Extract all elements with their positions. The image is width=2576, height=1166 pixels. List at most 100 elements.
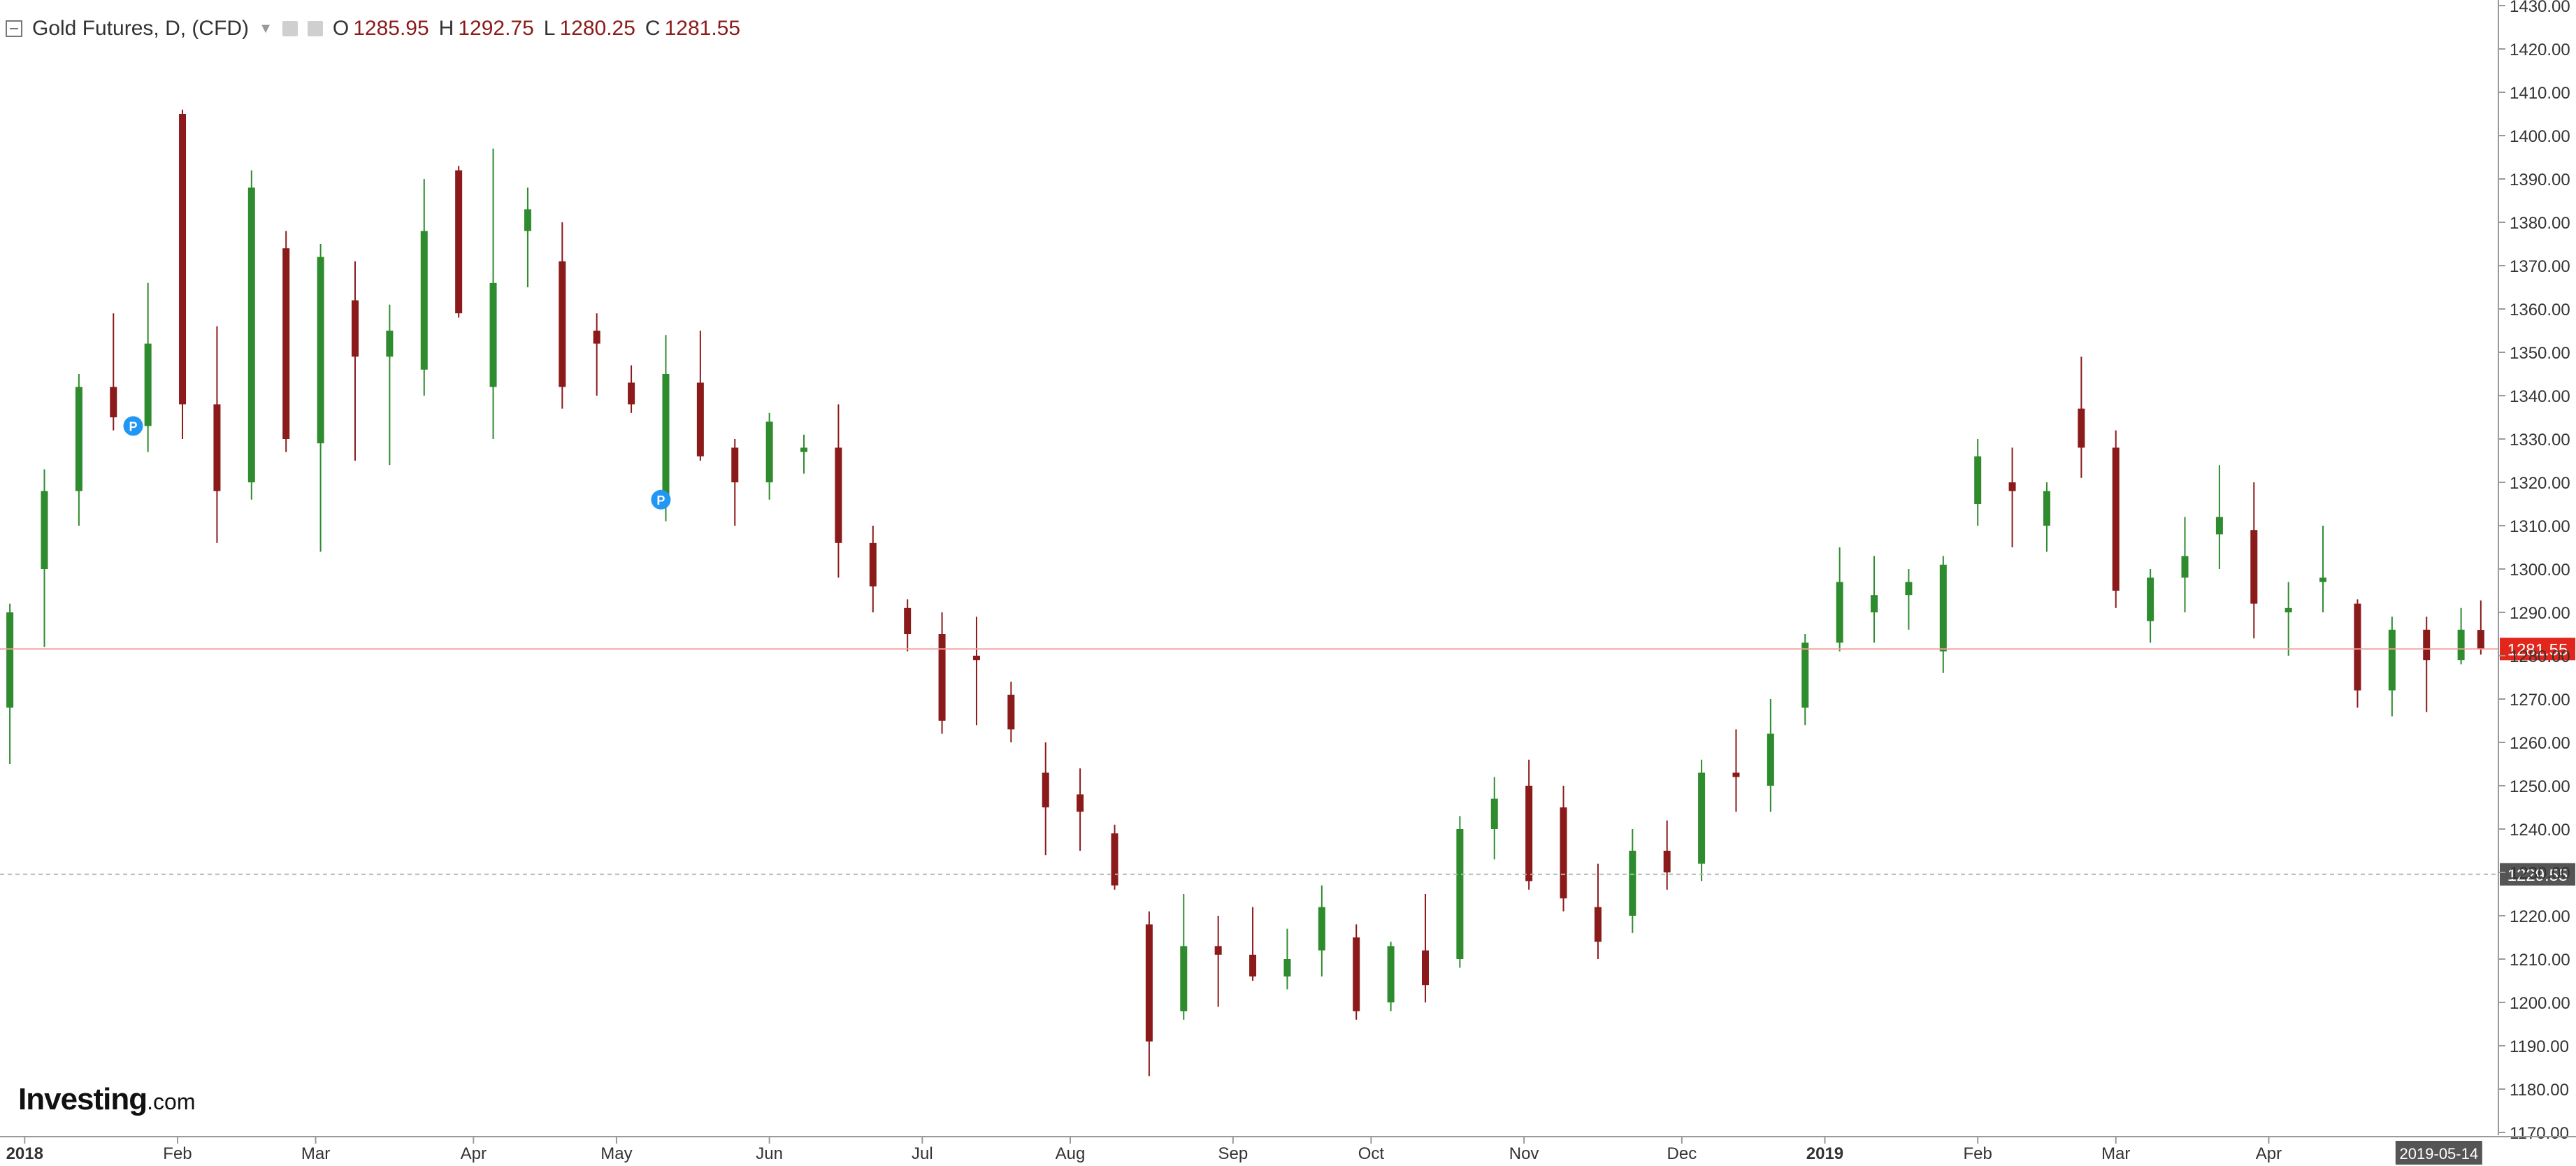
candle-body: [1905, 582, 1913, 596]
y-tick-label: 1330.00: [2510, 431, 2570, 449]
y-tick-label: 1250.00: [2510, 777, 2570, 796]
candle-body: [2319, 577, 2327, 582]
candle-body: [1939, 564, 1947, 652]
candle-body: [1560, 807, 1567, 899]
candle-body: [489, 282, 497, 387]
candle-body: [628, 382, 635, 405]
candle-body: [938, 634, 946, 721]
candle-body: [2423, 629, 2431, 661]
candle-body: [2354, 603, 2361, 691]
candle-body: [1283, 959, 1291, 977]
y-tick-label: 1390.00: [2510, 171, 2570, 189]
candle-body: [1007, 694, 1015, 730]
y-tick-label: 1400.00: [2510, 127, 2570, 146]
time-axis[interactable]: 2018 Feb Mar Apr May Jun Jul Aug Sep Oct Nov Dec 201…: [0, 1136, 2576, 1165]
pivot-marker-icon: [123, 416, 143, 436]
candle-body: [1766, 733, 1774, 786]
pivot-marker-label: P: [129, 419, 137, 433]
candle-body: [1698, 772, 1706, 864]
y-tick-label: 1300.00: [2510, 561, 2570, 580]
last-price-label: 1281.55: [2507, 640, 2568, 659]
candle-body: [869, 542, 877, 586]
investing-logo: Investing.com: [18, 1082, 196, 1116]
candle-body: [1180, 946, 1188, 1012]
x-tick-label: Feb: [163, 1144, 192, 1163]
y-tick-label: 1170.00: [2510, 1124, 2569, 1143]
candle-body: [2250, 530, 2258, 604]
candle-body: [75, 387, 82, 491]
pivot-markers: PP: [123, 416, 671, 510]
candle-body: [386, 331, 394, 357]
x-tick-label: 2018: [6, 1144, 43, 1163]
ohlc-close: C 1281.55: [645, 17, 741, 40]
candle-body: [696, 382, 704, 456]
candle-body: [2147, 577, 2154, 621]
x-tick-label: Sep: [1218, 1144, 1248, 1163]
candle-body: [1077, 794, 1084, 812]
reference-price-badge: [2500, 863, 2575, 886]
y-tick-label: 1430.00: [2510, 0, 2570, 16]
candle-body: [1145, 924, 1153, 1042]
candle-body: [2457, 629, 2465, 661]
candle-body: [351, 300, 359, 357]
candle-body: [1629, 851, 1636, 916]
x-tick-label: Mar: [301, 1144, 330, 1163]
close-icon[interactable]: [307, 21, 323, 36]
candle-body: [247, 187, 255, 482]
candle-body: [144, 343, 152, 426]
candle-body: [1974, 456, 1982, 504]
chart-header: Gold Futures, D, (CFD) ▼ O 1285.95 H 1292.…: [6, 13, 740, 45]
x-tick-label: Aug: [1056, 1144, 1086, 1163]
y-tick-label: 1350.00: [2510, 344, 2570, 363]
candle-body: [524, 209, 531, 231]
candle-body: [420, 231, 428, 370]
x-tick-label: Oct: [1358, 1144, 1385, 1163]
x-tick-label: Nov: [1509, 1144, 1539, 1163]
candle-body: [41, 491, 48, 569]
candle-body: [179, 114, 187, 405]
y-tick-label: 1320.00: [2510, 474, 2570, 493]
last-price-badge: [2500, 638, 2575, 661]
y-tick-label: 1420.00: [2510, 41, 2570, 59]
ohlc-open: O 1285.95: [332, 17, 429, 40]
ohlc-low: L 1280.25: [543, 17, 635, 40]
collapse-icon[interactable]: [6, 20, 22, 37]
pivot-marker-label: P: [656, 494, 665, 508]
candle-body: [1801, 642, 1809, 708]
settings-icon[interactable]: [282, 21, 298, 36]
symbol-title[interactable]: Gold Futures, D, (CFD): [32, 17, 250, 40]
candlestick-series: [6, 109, 2484, 1077]
x-tick-label: Jun: [756, 1144, 783, 1163]
candle-body: [2477, 630, 2484, 649]
y-tick-label: 1240.00: [2510, 821, 2570, 840]
candle-body: [2215, 517, 2223, 535]
y-tick-label: 1290.00: [2510, 604, 2570, 623]
candle-body: [835, 447, 842, 543]
candle-body: [455, 170, 463, 314]
candle-body: [2008, 482, 2016, 491]
candle-body: [1525, 786, 1533, 881]
candle-body: [593, 331, 600, 344]
y-tick-label: 1280.00: [2510, 647, 2570, 666]
candle-body: [1111, 833, 1118, 886]
y-tick-label: 1410.00: [2510, 84, 2570, 103]
y-tick-label: 1360.00: [2510, 301, 2570, 319]
x-tick-label: Dec: [1667, 1144, 1697, 1163]
price-axis[interactable]: 1170.00 1180.00 1190.00 1200.00 1210.00 1220.…: [2498, 0, 2570, 1143]
candle-body: [2284, 607, 2292, 612]
candle-body: [1836, 582, 1843, 643]
y-tick-label: 1190.00: [2510, 1037, 2569, 1056]
y-tick-label: 1180.00: [2510, 1081, 2569, 1100]
ohlc-high: H 1292.75: [438, 17, 534, 40]
last-date-badge: [2395, 1141, 2482, 1165]
candle-body: [1387, 946, 1395, 1002]
dropdown-caret-icon[interactable]: ▼: [259, 20, 273, 36]
reference-price-label: 1229.55: [2507, 866, 2568, 885]
candle-body: [1663, 851, 1671, 872]
candle-body: [1214, 946, 1222, 955]
price-lines: 1281.55 1229.55: [0, 638, 2575, 886]
y-tick-label: 1380.00: [2510, 214, 2570, 233]
y-tick-label: 1200.00: [2510, 994, 2570, 1013]
y-tick-label: 1260.00: [2510, 734, 2570, 753]
